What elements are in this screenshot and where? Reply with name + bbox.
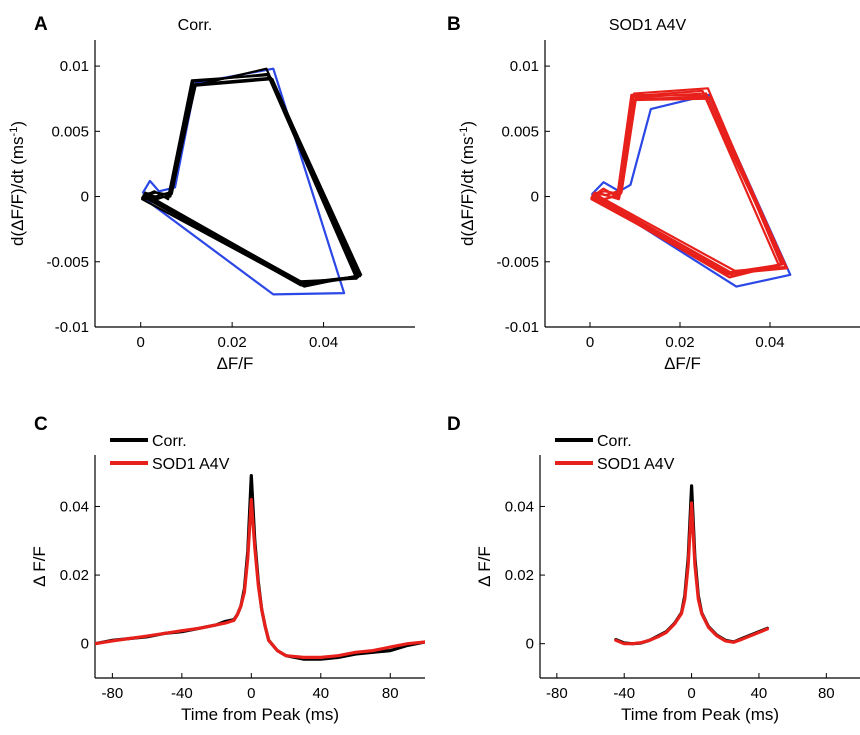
panel-b: B SOD1 A4V -0.01 -0.005 0 0.005 0.01 0 0.02 0.04 Δ… — [447, 14, 860, 373]
series-line-6 — [142, 77, 361, 285]
x-tick-label: 40 — [751, 685, 768, 702]
x-tick-label: -80 — [546, 685, 568, 702]
x-axis-label: ΔF/F — [217, 354, 254, 373]
series-group — [141, 67, 363, 296]
y-tick-label: 0.01 — [60, 58, 89, 75]
x-tick-label: -40 — [171, 685, 193, 702]
x-tick-label: -80 — [102, 685, 124, 702]
x-axis-label: Time from Peak (ms) — [621, 705, 779, 724]
y-tick-label: -0.005 — [496, 254, 539, 271]
x-tick-label: 0.04 — [309, 334, 338, 351]
x-tick-label: 0 — [247, 685, 255, 702]
series-line-1 — [95, 474, 425, 661]
series-line-5 — [144, 74, 358, 283]
panel-letter: B — [447, 14, 461, 35]
y-tick-label: -0.01 — [55, 319, 89, 336]
y-tick-label: 0 — [531, 189, 539, 206]
y-axis-label: Δ F/F — [30, 546, 49, 587]
y-tick-label: 0 — [81, 189, 89, 206]
x-axis-label: ΔF/F — [664, 354, 701, 373]
y-tick-label: 0.005 — [51, 123, 89, 140]
panel-letter: A — [34, 14, 48, 35]
panel-c: C 0 0.02 0.04 -80 -40 0 40 80 Time from Peak (ms)… — [30, 414, 425, 724]
series-group — [590, 87, 792, 288]
y-tick-label: 0.04 — [505, 498, 534, 515]
y-axis-label: Δ F/F — [475, 546, 494, 587]
panel-title: Corr. — [178, 17, 213, 34]
x-tick-label: 0 — [586, 334, 594, 351]
y-tick-label: 0.04 — [60, 498, 89, 515]
x-tick-label: 0.02 — [218, 334, 247, 351]
series-group — [95, 474, 425, 661]
legend-label: SOD1 A4V — [597, 456, 675, 473]
y-axis-label: d(ΔF/F)/dt (ms-1) — [8, 121, 27, 246]
y-tick-label: 0.02 — [505, 567, 534, 584]
x-tick-label: 0 — [687, 685, 695, 702]
y-tick-label: -0.01 — [505, 319, 539, 336]
series-line-2 — [95, 498, 425, 660]
x-tick-label: 80 — [382, 685, 399, 702]
y-tick-label: 0 — [526, 636, 534, 653]
x-tick-label: 40 — [312, 685, 329, 702]
x-tick-label: 80 — [818, 685, 835, 702]
series-line-2 — [614, 501, 770, 646]
x-tick-label: 0.02 — [665, 334, 694, 351]
y-tick-label: 0 — [81, 636, 89, 653]
panel-letter: D — [447, 414, 461, 435]
y-tick-label: 0.01 — [510, 58, 539, 75]
y-tick-label: 0.02 — [60, 567, 89, 584]
series-line-1 — [141, 67, 346, 296]
legend-label: SOD1 A4V — [152, 456, 230, 473]
y-tick-label: 0.005 — [501, 123, 539, 140]
series-group — [614, 484, 770, 646]
panel-title: SOD1 A4V — [609, 17, 687, 34]
legend-label: Corr. — [152, 433, 187, 450]
y-axis-label: d(ΔF/F)/dt (ms-1) — [458, 121, 477, 246]
legend-label: Corr. — [597, 433, 632, 450]
y-tick-label: -0.005 — [46, 254, 89, 271]
series-line-1 — [591, 93, 792, 288]
x-tick-label: -40 — [613, 685, 635, 702]
x-tick-label: 0.04 — [755, 334, 784, 351]
series-line-7 — [590, 97, 783, 279]
series-line-6 — [591, 92, 789, 275]
panel-a: A Corr. -0.01 -0.005 0 0.005 0.01 0 0.02 0.04 ΔF/F… — [8, 14, 415, 373]
panel-d: D 0 0.02 0.04 -80 -40 0 40 80 Time from Peak (ms)… — [447, 414, 860, 724]
panel-letter: C — [34, 414, 48, 435]
x-axis-label: Time from Peak (ms) — [181, 705, 339, 724]
x-tick-label: 0 — [137, 334, 145, 351]
